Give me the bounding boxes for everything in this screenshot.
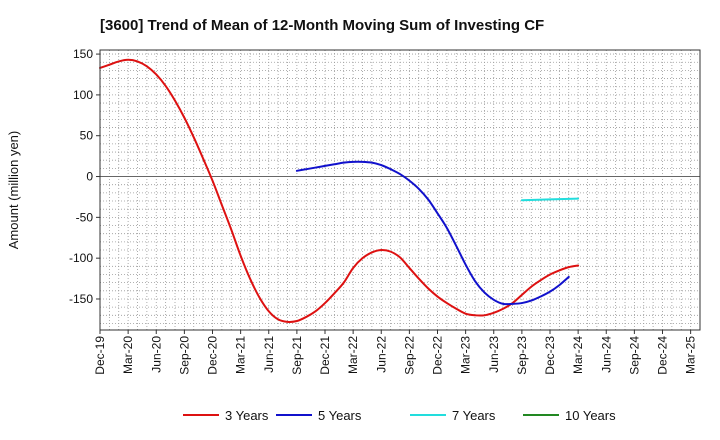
- x-tick-label: Dec-22: [431, 336, 445, 375]
- x-tick-label: Sep-22: [402, 336, 416, 375]
- x-tick-label: Jun-21: [262, 336, 276, 373]
- legend: 3 Years 5 Years 7 Years 10 Years: [183, 408, 616, 423]
- y-tick-label: -100: [69, 251, 93, 265]
- y-tick-label: 50: [80, 129, 94, 143]
- x-tick-label: Dec-20: [206, 336, 220, 375]
- chart-title: [3600] Trend of Mean of 12-Month Moving …: [100, 17, 544, 34]
- series-line-5-years: [295, 160, 570, 306]
- y-axis-title: Amount (million yen): [6, 131, 21, 250]
- x-tick-label: Jun-23: [487, 336, 501, 373]
- x-tick-label: Mar-20: [121, 336, 135, 374]
- x-tick-label: Mar-25: [684, 336, 698, 374]
- y-tick-label: -150: [69, 292, 93, 306]
- y-tick-label: 150: [73, 47, 93, 61]
- plot-frame: [99, 49, 701, 331]
- legend-label-10-years: 10 Years: [565, 408, 616, 423]
- x-tick-label: Dec-19: [93, 336, 107, 375]
- legend-label-3-years: 3 Years: [225, 408, 269, 423]
- x-tick-label: Sep-23: [515, 336, 529, 375]
- y-tick-label: 0: [86, 170, 93, 184]
- y-tick-label: -50: [76, 210, 94, 224]
- x-tick-label: Sep-21: [290, 336, 304, 375]
- series-line-7-years: [520, 197, 580, 202]
- x-tick-label: Jun-20: [149, 336, 163, 373]
- x-tick-label: Mar-21: [234, 336, 248, 374]
- legend-label-5-years: 5 Years: [318, 408, 362, 423]
- x-tick-label: Jun-24: [599, 336, 613, 373]
- x-tick-label: Mar-23: [459, 336, 473, 374]
- y-tick-label: 100: [73, 88, 93, 102]
- x-tick-label: Mar-24: [571, 336, 585, 374]
- x-tick-label: Mar-22: [346, 336, 360, 374]
- x-tick-label: Dec-24: [656, 336, 670, 375]
- legend-label-7-years: 7 Years: [452, 408, 496, 423]
- x-tick-label: Jun-22: [374, 336, 388, 373]
- axis-layer: 150 100 50 0 -50 -100 -150 Dec-19 Mar-20 Jun-20 Se…: [69, 47, 698, 375]
- x-tick-label: Dec-21: [318, 336, 332, 375]
- x-tick-label: Sep-24: [627, 336, 641, 375]
- series-line-3-years: [99, 58, 580, 323]
- series-layer: [99, 58, 580, 323]
- x-tick-label: Dec-23: [543, 336, 557, 375]
- grid-layer: [100, 50, 700, 330]
- x-tick-label: Sep-20: [177, 336, 191, 375]
